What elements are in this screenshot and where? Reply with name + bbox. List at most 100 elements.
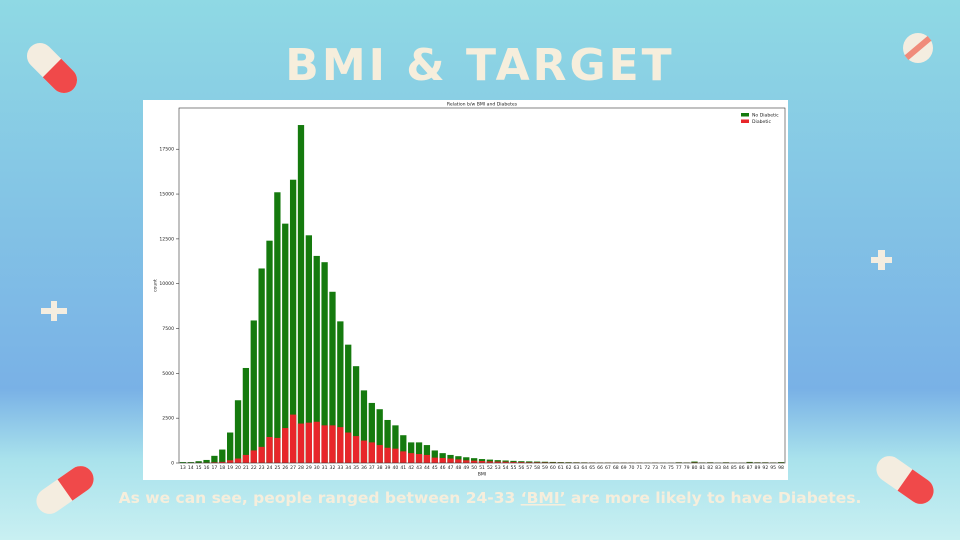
plus-decoration: [871, 250, 892, 270]
x-tick-label: 71: [636, 465, 642, 471]
bar: [526, 462, 533, 463]
bar: [368, 442, 375, 463]
pill-decoration: [26, 42, 78, 94]
bar: [274, 437, 281, 463]
bar: [565, 462, 572, 463]
bar: [494, 461, 501, 463]
caption-text: As we can see, people ranged between 24-…: [119, 489, 521, 507]
x-tick-label: 41: [400, 465, 406, 471]
x-tick-label: 80: [692, 465, 698, 471]
x-tick-label: 61: [558, 465, 564, 471]
bar: [297, 125, 305, 463]
y-tick-label: 5000: [162, 371, 174, 377]
y-tick-label: 15000: [159, 192, 174, 198]
x-tick-label: 48: [455, 465, 461, 471]
legend-label: Diabetic: [752, 119, 771, 125]
chart-background: [143, 100, 788, 480]
pill-decoration: [36, 466, 94, 514]
bar: [423, 445, 431, 463]
bar: [242, 454, 250, 463]
x-tick-label: 89: [755, 465, 761, 471]
bar: [227, 460, 234, 463]
x-tick-label: 83: [715, 465, 721, 471]
bar: [502, 460, 509, 463]
x-tick-label: 30: [314, 465, 320, 471]
x-tick-label: 56: [518, 465, 524, 471]
bar: [392, 425, 399, 463]
bar: [431, 457, 438, 463]
x-tick-label: 20: [235, 465, 241, 471]
bar: [541, 462, 549, 463]
caption-link[interactable]: ‘BMI’: [521, 489, 566, 507]
x-tick-label: 86: [739, 465, 745, 471]
x-tick-label: 69: [621, 465, 627, 471]
x-tick-label: 53: [495, 465, 501, 471]
bar: [305, 235, 313, 463]
plus-decoration: [41, 301, 67, 321]
bar: [400, 451, 407, 463]
x-tick-label: 50: [471, 465, 477, 471]
x-tick-label: 65: [589, 465, 595, 471]
bar: [360, 390, 368, 463]
x-tick-label: 23: [259, 465, 265, 471]
pill-decoration: [876, 456, 934, 504]
bar: [250, 450, 257, 463]
bar: [242, 367, 250, 463]
x-tick-label: 24: [267, 465, 273, 471]
bar: [313, 255, 320, 463]
bar: [463, 460, 470, 463]
bar: [376, 409, 383, 463]
x-tick-label: 66: [597, 465, 603, 471]
x-tick-label: 18: [219, 465, 225, 471]
x-tick-label: 84: [723, 465, 729, 471]
x-tick-label: 63: [574, 465, 580, 471]
x-tick-label: 36: [361, 465, 367, 471]
x-tick-label: 33: [337, 465, 343, 471]
bar: [762, 462, 769, 463]
x-tick-label: 58: [534, 465, 540, 471]
bar: [187, 462, 194, 463]
x-tick-label: 15: [196, 465, 202, 471]
x-tick-label: 43: [416, 465, 422, 471]
y-axis-label: count: [153, 279, 159, 292]
bar: [455, 459, 462, 463]
x-tick-label: 92: [762, 465, 768, 471]
legend-swatch: [741, 113, 749, 117]
slide-title: BMI & TARGET: [285, 40, 674, 91]
chart: Relation b/w BMI and Diabetes BMI count 0 25…: [153, 102, 786, 478]
x-tick-label: 81: [699, 465, 705, 471]
x-tick-label: 98: [778, 465, 784, 471]
x-tick-label: 54: [503, 465, 509, 471]
bar: [518, 461, 525, 463]
x-tick-label: 40: [392, 465, 398, 471]
x-tick-label: 67: [605, 465, 611, 471]
bar: [321, 425, 328, 463]
x-tick-label: 95: [770, 465, 776, 471]
bar: [392, 448, 399, 463]
bar: [518, 462, 525, 463]
bar: [376, 445, 383, 463]
bar: [470, 458, 478, 463]
x-tick-label: 19: [227, 465, 233, 471]
x-tick-label: 46: [440, 465, 446, 471]
bar: [478, 461, 486, 463]
bar: [502, 461, 509, 463]
bar: [234, 400, 242, 463]
x-tick-label: 52: [487, 465, 493, 471]
bar: [423, 454, 431, 463]
x-tick-label: 77: [676, 465, 682, 471]
x-tick-label: 13: [180, 465, 186, 471]
bar: [234, 458, 242, 463]
y-tick-label: 0: [171, 461, 174, 467]
x-tick-label: 64: [581, 465, 587, 471]
bar: [219, 461, 226, 463]
bar: [408, 453, 415, 463]
bar: [337, 427, 344, 463]
x-tick-label: 57: [526, 465, 532, 471]
x-tick-label: 27: [290, 465, 296, 471]
bar: [533, 462, 541, 463]
bar: [274, 192, 281, 463]
x-tick-label: 16: [204, 465, 210, 471]
x-tick-label: 26: [282, 465, 288, 471]
